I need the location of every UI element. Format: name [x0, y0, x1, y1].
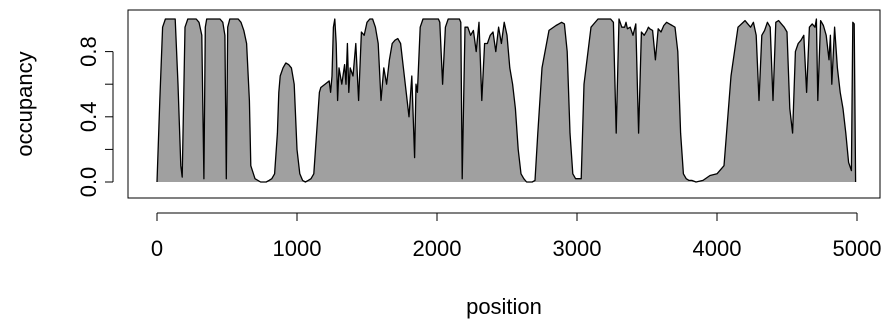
y-axis-label: occupancy — [12, 51, 37, 156]
x-axis: 0 1000 2000 3000 4000 5000 — [151, 212, 882, 261]
occupancy-area — [156, 18, 857, 183]
y-tick-label: 0.4 — [76, 102, 101, 133]
y-axis: 0.0 0.4 0.8 — [76, 36, 114, 198]
x-axis-label: position — [466, 294, 542, 319]
x-tick-label: 5000 — [833, 236, 882, 261]
x-tick-label: 4000 — [693, 236, 742, 261]
x-tick-label: 0 — [151, 236, 163, 261]
x-tick-label: 1000 — [273, 236, 322, 261]
x-tick-label: 3000 — [553, 236, 602, 261]
series-layer — [156, 18, 857, 183]
y-tick-label: 0.0 — [76, 167, 101, 198]
plot-frame — [127, 9, 881, 199]
y-tick-label: 0.8 — [76, 36, 101, 67]
x-tick-label: 2000 — [413, 236, 462, 261]
